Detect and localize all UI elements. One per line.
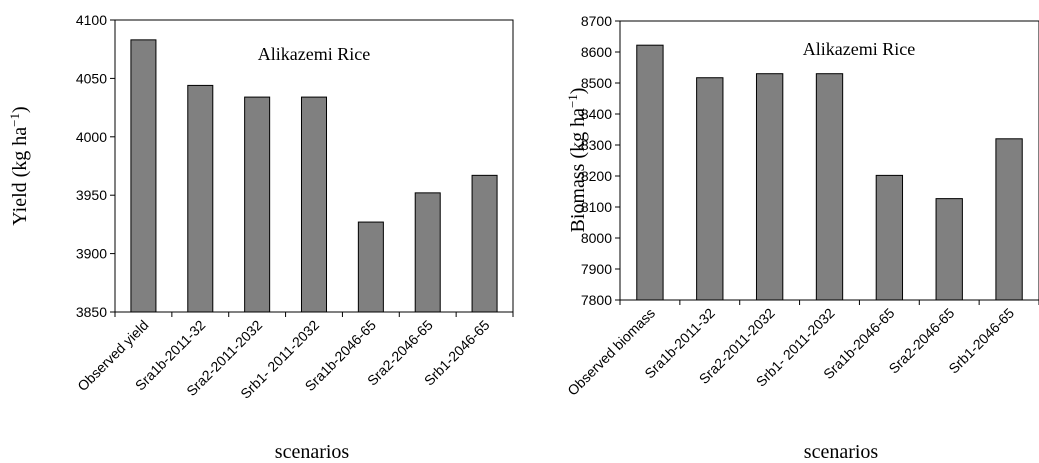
y-tick-label: 8500: [581, 75, 612, 91]
bar: [130, 39, 157, 313]
x-tick-label: Observed biomass: [564, 305, 658, 399]
bar: [636, 44, 664, 301]
chart-title: Alikazemi Rice: [803, 39, 915, 59]
y-tick-label: 7900: [581, 261, 612, 277]
y-tick-label: 8600: [581, 44, 612, 60]
chart-title: Alikazemi Rice: [258, 44, 370, 64]
y-tick-label: 3900: [76, 246, 107, 262]
y-axis-label: Yield (kg ha−1): [7, 106, 32, 225]
y-tick-label: 4100: [76, 12, 107, 28]
y-tick-label: 3850: [76, 304, 107, 320]
bar: [755, 73, 784, 301]
y-tick-label: 8100: [581, 199, 612, 215]
biomass-chart: 7800 7900 8000 8100 8200 8300 8400 8500 8600 8700…: [564, 13, 1039, 463]
y-tick-label: 8000: [581, 230, 612, 246]
y-tick-label: 8300: [581, 137, 612, 153]
y-tick-label: 7800: [581, 292, 612, 308]
bar: [357, 221, 384, 313]
bar: [300, 96, 328, 313]
bar: [471, 174, 498, 313]
x-axis-label: scenarios: [275, 441, 350, 463]
y-tick-label: 8400: [581, 106, 612, 122]
bar: [935, 198, 963, 301]
bar: [187, 84, 214, 313]
y-tick-label: 8200: [581, 168, 612, 184]
bar: [815, 73, 844, 301]
y-tick-label: 4050: [76, 70, 107, 86]
y-tick-label: 8700: [581, 13, 612, 29]
bar: [995, 138, 1023, 301]
bar: [414, 192, 441, 313]
x-axis-label: scenarios: [804, 441, 879, 463]
bar: [244, 96, 271, 313]
y-axis-label: Biomass (kg ha−1): [565, 88, 590, 233]
bar: [696, 77, 724, 301]
y-tick-label: 4000: [76, 129, 107, 145]
y-tick-label: 3950: [76, 187, 107, 203]
bar: [875, 174, 904, 301]
